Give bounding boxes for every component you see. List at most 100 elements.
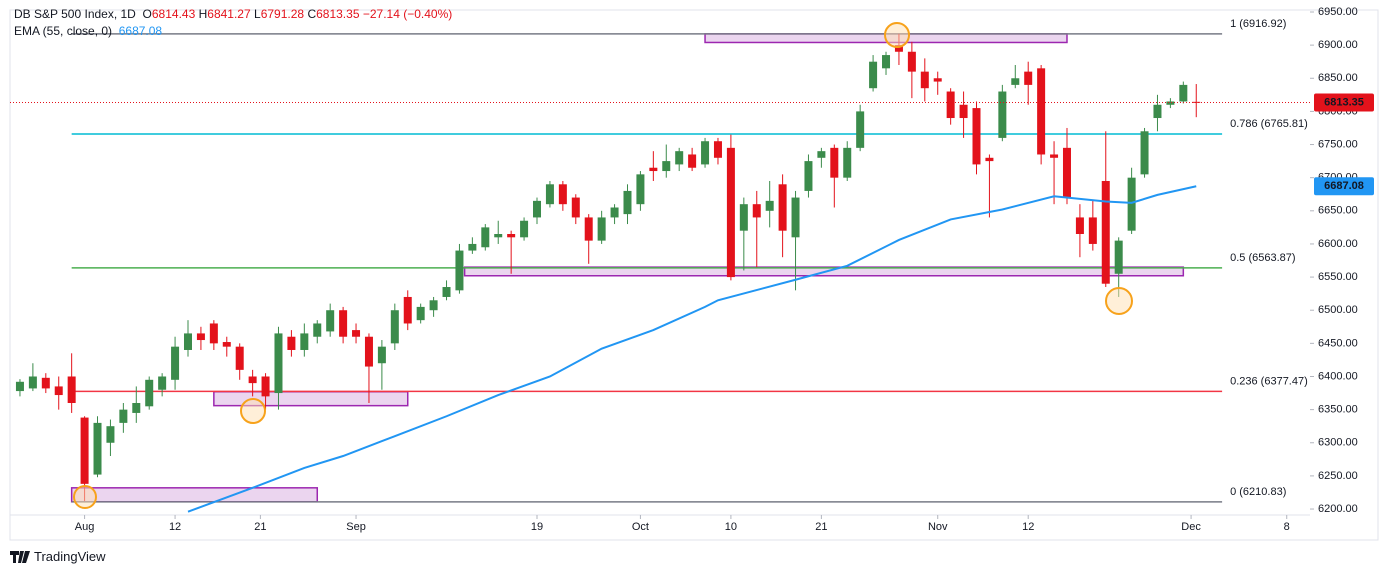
candle-body: [1088, 217, 1097, 244]
candle-body: [804, 161, 813, 191]
y-tick-label: 6600.00: [1318, 238, 1358, 250]
candle-body: [209, 323, 218, 344]
candle-body: [584, 217, 593, 241]
candle-body: [597, 217, 606, 241]
candle-body: [377, 346, 386, 364]
candle-body: [1153, 104, 1162, 119]
x-tick-label: Aug: [75, 521, 95, 533]
candle-body: [843, 147, 852, 178]
candle-body: [67, 376, 76, 403]
candle-body: [390, 310, 399, 344]
candle-body: [520, 220, 529, 238]
candle-body: [752, 204, 761, 218]
candle-body: [1011, 78, 1020, 85]
candle-body: [701, 141, 710, 165]
candle-body: [791, 197, 800, 238]
candle-body: [300, 333, 309, 350]
candle-body: [106, 426, 115, 443]
x-tick-label: 10: [725, 521, 737, 533]
candle-body: [1127, 177, 1136, 231]
candle-body: [1114, 240, 1123, 274]
candle-body: [326, 310, 335, 332]
candle-body: [869, 61, 878, 89]
candle-body: [765, 200, 774, 211]
candle-body: [1037, 68, 1046, 155]
candle-body: [1075, 217, 1084, 235]
y-tick-label: 6250.00: [1318, 470, 1358, 482]
candle-body: [1101, 180, 1110, 284]
candle-body: [675, 151, 684, 165]
x-tick-label: 21: [254, 521, 266, 533]
candle-body: [80, 417, 89, 484]
fib-level-label: 0.786 (6765.81): [1230, 118, 1308, 130]
candle-body: [933, 78, 942, 82]
candle-body: [959, 104, 968, 119]
candle-body: [533, 200, 542, 218]
candle-body: [636, 174, 645, 205]
candle-body: [429, 300, 438, 311]
ohlc-key: H: [198, 7, 208, 21]
highlight-circle: [884, 22, 910, 48]
y-tick-label: 6400.00: [1318, 370, 1358, 382]
candle-body: [558, 184, 567, 205]
legend-line: EMA (55, close, 0) 6687.08: [14, 23, 452, 40]
candle-body: [28, 376, 37, 389]
zone: [70, 487, 319, 503]
ohlc-value: 6841.27: [207, 7, 251, 21]
legend-line: DB S&P 500 Index, 1D O6814.43 H6841.27 L…: [14, 6, 452, 23]
candle-body: [313, 323, 322, 337]
candle-body: [158, 376, 167, 390]
x-tick-label: 21: [815, 521, 827, 533]
candle-body: [972, 108, 981, 165]
candle-body: [235, 346, 244, 370]
tradingview-logo: [10, 551, 30, 563]
ema-line: [187, 185, 1197, 513]
candle-body: [985, 157, 994, 162]
candle-body: [145, 379, 154, 407]
x-tick-label: Nov: [928, 521, 948, 533]
indicator-value: 6687.08: [118, 24, 163, 38]
candle-body: [856, 111, 865, 148]
ohlc-key: C: [307, 7, 317, 21]
candle-body: [287, 336, 296, 350]
candle-body: [481, 227, 490, 248]
candle-body: [571, 197, 580, 218]
candle-body: [248, 376, 257, 384]
x-tick-label: Sep: [346, 521, 366, 533]
candle-body: [662, 161, 671, 172]
frame: [9, 9, 1379, 541]
highlight-circle: [240, 398, 266, 424]
candle-body: [339, 310, 348, 337]
fib-level-label: 1 (6916.92): [1230, 18, 1286, 30]
candle-body: [1140, 131, 1149, 175]
highlight-circle: [73, 485, 97, 509]
candle-body: [1166, 101, 1175, 105]
ohlc-value: 6814.43: [151, 7, 196, 21]
fib-level-label: 0.236 (6377.47): [1230, 375, 1308, 387]
y-tick-label: 6350.00: [1318, 404, 1358, 416]
candle-body: [222, 342, 231, 347]
candle-body: [998, 91, 1007, 138]
candle-body: [882, 55, 891, 69]
x-tick-label: Oct: [632, 521, 649, 533]
candle-body: [1192, 101, 1201, 103]
x-tick-label: 12: [169, 521, 181, 533]
candle-body: [364, 336, 373, 367]
overlays: [73, 22, 1133, 509]
candle-body: [1062, 147, 1071, 198]
indicator-name: EMA (55, close, 0): [14, 24, 113, 38]
candle-body: [778, 184, 787, 231]
candle-body: [183, 333, 192, 350]
candle-body: [1179, 84, 1188, 102]
candle-body: [894, 45, 903, 52]
ohlc-key: L: [254, 7, 261, 21]
candle-body: [920, 71, 929, 89]
ohlc-value: 6813.35: [316, 7, 360, 21]
x-tick-label: Dec: [1181, 521, 1201, 533]
highlight-circle: [1105, 287, 1133, 315]
candle-body: [132, 402, 141, 413]
x-tick-label: 8: [1284, 521, 1290, 533]
candle-body: [416, 306, 425, 321]
y-tick-label: 6900.00: [1318, 39, 1358, 51]
